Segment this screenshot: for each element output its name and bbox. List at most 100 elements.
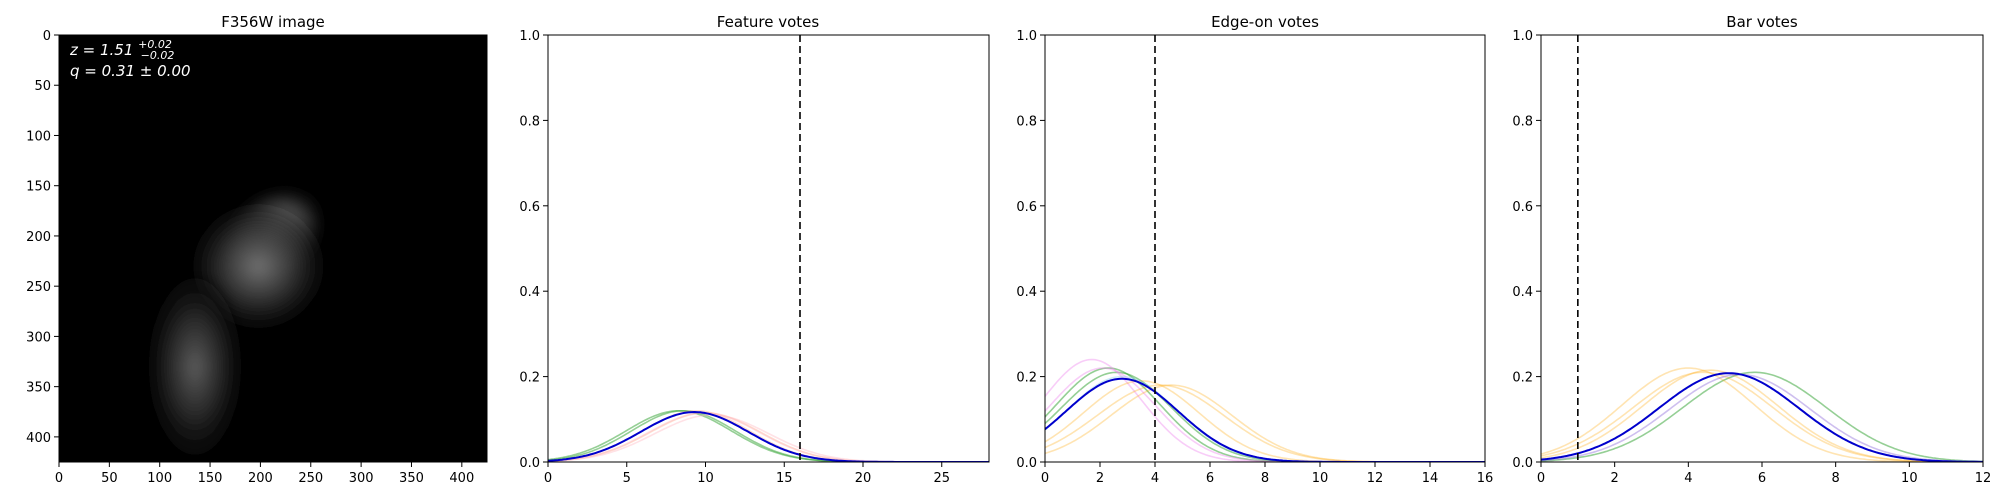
x-tick-label: 350 xyxy=(399,471,424,486)
y-tick-label: 150 xyxy=(26,180,51,195)
x-tick-label: 8 xyxy=(1261,471,1269,486)
y-tick-label: 300 xyxy=(26,330,51,345)
y-tick-label: 0.4 xyxy=(1512,285,1533,300)
galaxy-source xyxy=(149,278,241,455)
x-tick-label: 5 xyxy=(623,471,631,486)
x-tick-label: 12 xyxy=(1367,471,1384,486)
y-tick-label: 0.8 xyxy=(519,114,540,129)
x-tick-label: 25 xyxy=(933,471,950,486)
x-tick-label: 300 xyxy=(349,471,374,486)
x-tick-label: 6 xyxy=(1758,471,1766,486)
vote-distribution-curve xyxy=(548,412,989,462)
x-tick-label: 16 xyxy=(1477,471,1494,486)
bar-votes-y-ticks: 0.0 0.2 0.4 0.6 0.8 1.0 xyxy=(1512,29,1541,471)
bar-votes-x-ticks: 0 2 4 6 8 10 12 xyxy=(1537,462,1991,486)
y-tick-label: 1.0 xyxy=(519,29,540,44)
vote-distribution-curve xyxy=(1045,358,1485,462)
image-frame xyxy=(58,34,488,463)
y-tick-label: 0.2 xyxy=(519,371,540,386)
feature-votes-panel: Feature votes 0 5 10 15 20 25 0.0 0.2 0.4 0.6 0.8… xyxy=(519,13,990,486)
x-tick-label: 4 xyxy=(1151,471,1159,486)
y-tick-label: 1.0 xyxy=(1512,29,1533,44)
vote-distribution-curve xyxy=(1541,369,1983,462)
x-tick-label: 10 xyxy=(1901,471,1918,486)
x-tick-label: 0 xyxy=(55,471,63,486)
y-tick-label: 350 xyxy=(26,381,51,396)
edge-on-votes-series xyxy=(1045,35,1485,462)
image-y-ticks: 0 50 100 150 200 250 300 350 400 xyxy=(26,29,59,446)
x-tick-label: 10 xyxy=(1312,471,1329,486)
galaxy-source xyxy=(193,204,323,328)
x-tick-label: 14 xyxy=(1422,471,1439,486)
vote-distribution-curve xyxy=(1045,375,1485,462)
edge-on-votes-frame xyxy=(1044,34,1486,463)
vote-distribution-curve xyxy=(548,409,989,462)
x-tick-label: 200 xyxy=(248,471,273,486)
y-tick-label: 50 xyxy=(34,79,51,94)
vote-distribution-curve xyxy=(1541,373,1983,462)
x-tick-label: 0 xyxy=(1041,471,1049,486)
image-sources xyxy=(149,191,323,455)
image-x-ticks: 0 50 100 150 200 250 300 350 400 xyxy=(55,462,474,486)
y-tick-label: 200 xyxy=(26,230,51,245)
y-tick-label: 0.8 xyxy=(1512,114,1533,129)
x-tick-label: 250 xyxy=(298,471,323,486)
x-tick-label: 50 xyxy=(101,471,118,486)
feature-votes-x-ticks: 0 5 10 15 20 25 xyxy=(544,462,950,486)
y-tick-label: 0.0 xyxy=(519,456,540,471)
vote-distribution-curve xyxy=(548,409,989,462)
y-tick-label: 100 xyxy=(26,129,51,144)
edge-on-votes-title: Edge-on votes xyxy=(1211,13,1319,31)
bar-votes-frame xyxy=(1540,34,1984,463)
y-tick-label: 0.4 xyxy=(1016,285,1037,300)
edge-on-votes-x-ticks: 0 2 4 6 8 10 12 14 16 xyxy=(1041,462,1493,486)
x-tick-label: 150 xyxy=(198,471,223,486)
y-tick-label: 0.0 xyxy=(1016,456,1037,471)
x-tick-label: 8 xyxy=(1832,471,1840,486)
bar-votes-series xyxy=(1541,35,1983,462)
image-panel-title: F356W image xyxy=(221,13,325,31)
source-glow xyxy=(187,351,203,382)
y-tick-label: 0.6 xyxy=(1016,200,1037,215)
x-tick-label: 2 xyxy=(1611,471,1619,486)
vote-distribution-curve xyxy=(1045,384,1485,462)
y-tick-label: 0.2 xyxy=(1016,371,1037,386)
vote-distribution-curve xyxy=(1045,367,1485,462)
feature-votes-y-ticks: 0.0 0.2 0.4 0.6 0.8 1.0 xyxy=(519,29,548,471)
x-tick-label: 0 xyxy=(544,471,552,486)
x-tick-label: 12 xyxy=(1975,471,1992,486)
axis-ratio-annotation: q = 0.31 ± 0.00 xyxy=(70,62,191,80)
bar-votes-title: Bar votes xyxy=(1726,13,1798,31)
feature-votes-title: Feature votes xyxy=(717,13,820,31)
x-tick-label: 0 xyxy=(1537,471,1545,486)
vote-distribution-curve xyxy=(1045,384,1485,462)
x-tick-label: 4 xyxy=(1684,471,1692,486)
x-tick-label: 100 xyxy=(147,471,172,486)
vote-distribution-curve xyxy=(1541,372,1983,462)
x-tick-label: 2 xyxy=(1096,471,1104,486)
y-tick-label: 0.6 xyxy=(519,200,540,215)
redshift-annotation: F356W image z = 1.51 +0.02 −0.02 xyxy=(69,34,177,62)
vote-distribution-curve xyxy=(1045,371,1485,462)
x-tick-label: 15 xyxy=(776,471,793,486)
vote-distribution-curve xyxy=(548,412,989,462)
image-panel: F356W image 0 50 100 150 200 250 300 350 400 0 50… xyxy=(26,13,488,486)
bar-votes-panel: Bar votes 0 2 4 6 8 10 12 0.0 0.2 0.4 0.6 0.8 1.0 xyxy=(1512,13,1991,486)
y-tick-label: 0 xyxy=(43,29,51,44)
feature-votes-frame xyxy=(547,34,990,463)
x-tick-label: 400 xyxy=(449,471,474,486)
source-glow xyxy=(247,255,270,277)
x-tick-label: 10 xyxy=(697,471,714,486)
vote-distribution-curve xyxy=(1541,371,1983,462)
feature-votes-series xyxy=(548,35,989,462)
edge-on-votes-y-ticks: 0.0 0.2 0.4 0.6 0.8 1.0 xyxy=(1016,29,1045,471)
vote-distribution-curve xyxy=(1045,367,1485,462)
y-tick-label: 0.0 xyxy=(1512,456,1533,471)
edge-on-votes-panel: Edge-on votes 0 2 4 6 8 10 12 14 16 0.0 0.2 0.4 0.6… xyxy=(1016,13,1493,486)
x-tick-label: 6 xyxy=(1206,471,1214,486)
y-tick-label: 1.0 xyxy=(1016,29,1037,44)
vote-distribution-curve xyxy=(548,410,989,462)
y-tick-label: 400 xyxy=(26,431,51,446)
y-tick-label: 250 xyxy=(26,280,51,295)
